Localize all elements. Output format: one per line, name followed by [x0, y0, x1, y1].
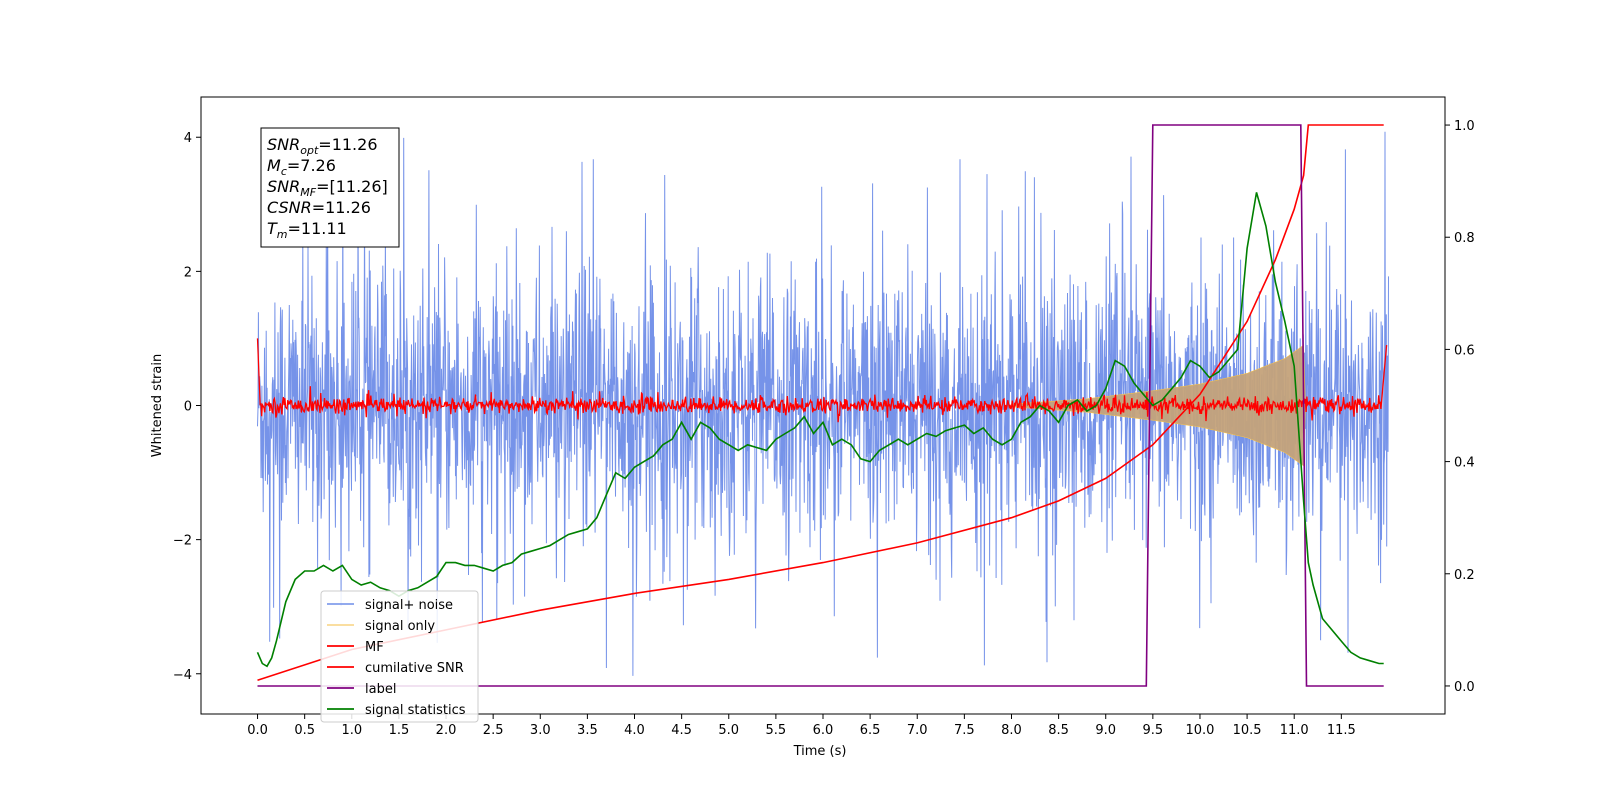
legend-label: signal only: [365, 619, 435, 634]
x-tick-label: 8.0: [1001, 723, 1022, 738]
x-tick-label: 4.5: [671, 723, 692, 738]
series-signal-noise: [257, 131, 1389, 676]
y-axis-label: Whitened strain: [150, 354, 165, 457]
plot-area: [256, 124, 1389, 687]
x-tick-label: 8.5: [1048, 723, 1069, 738]
x-axis-label: Time (s): [793, 744, 847, 759]
series-label: [257, 124, 1384, 687]
x-tick-label: 0.0: [247, 723, 268, 738]
x-tick-label: 5.0: [718, 723, 739, 738]
legend-label: MF: [365, 640, 384, 655]
x-tick-label: 2.5: [483, 723, 504, 738]
x-tick-label: 9.0: [1095, 723, 1116, 738]
x-tick-label: 7.5: [954, 723, 975, 738]
y2-tick-label: 0.8: [1454, 231, 1475, 246]
x-tick-label: 0.5: [294, 723, 315, 738]
y2-tick-label: 0.2: [1454, 568, 1475, 583]
x-tick-label: 1.0: [341, 723, 362, 738]
info-line: Mc=7.26: [267, 156, 336, 178]
legend-frame: [320, 590, 479, 723]
x-tick-label: 6.0: [813, 723, 834, 738]
x-tick-label: 7.0: [907, 723, 928, 738]
legend-label: signal statistics: [365, 703, 466, 718]
x-tick-label: 10.5: [1233, 723, 1262, 738]
x-tick-label: 4.0: [624, 723, 645, 738]
y-tick-label: −4: [173, 668, 192, 683]
info-line: SNRopt=11.26: [267, 135, 378, 157]
legend-label: signal+ noise: [365, 598, 453, 613]
axes-ticks: 0.0 0.5 1.0 1.5 2.0 2.5 3.0 3.5 4.0 4.5 5.0 5.5 6.0 6…: [173, 119, 1475, 738]
x-tick-label: 9.5: [1143, 723, 1164, 738]
info-line: CSNR=11.26: [267, 198, 371, 217]
y-tick-label: 4: [184, 131, 192, 146]
info-box: SNRopt=11.26Mc=7.26SNRMF=[11.26]CSNR=11.…: [260, 127, 400, 248]
legend: signal+ noise signal only MF cumilative SNR…: [320, 590, 479, 723]
x-tick-label: 3.0: [530, 723, 551, 738]
y-tick-label: −2: [173, 534, 192, 549]
x-tick-label: 3.5: [577, 723, 598, 738]
info-line: Tm=11.11: [267, 219, 347, 241]
y2-tick-label: 0.0: [1454, 680, 1475, 695]
y2-tick-label: 0.6: [1454, 343, 1475, 358]
legend-label: label: [365, 682, 396, 697]
series-mf: [256, 338, 1388, 423]
y-tick-label: 0: [184, 400, 192, 415]
info-line: SNRMF=[11.26]: [267, 177, 388, 199]
y-tick-label: 2: [184, 265, 192, 280]
x-tick-label: 2.0: [436, 723, 457, 738]
info-box-frame: [260, 127, 400, 248]
series-signal-statistics: [256, 192, 1384, 668]
x-tick-label: 5.5: [766, 723, 787, 738]
y2-tick-label: 1.0: [1454, 119, 1475, 134]
x-tick-label: 11.5: [1327, 723, 1356, 738]
legend-label: cumilative SNR: [365, 661, 464, 676]
x-tick-label: 10.0: [1185, 723, 1214, 738]
y2-tick-label: 0.4: [1454, 456, 1475, 471]
x-tick-label: 1.5: [389, 723, 410, 738]
x-tick-label: 11.0: [1280, 723, 1309, 738]
x-tick-label: 6.5: [860, 723, 881, 738]
